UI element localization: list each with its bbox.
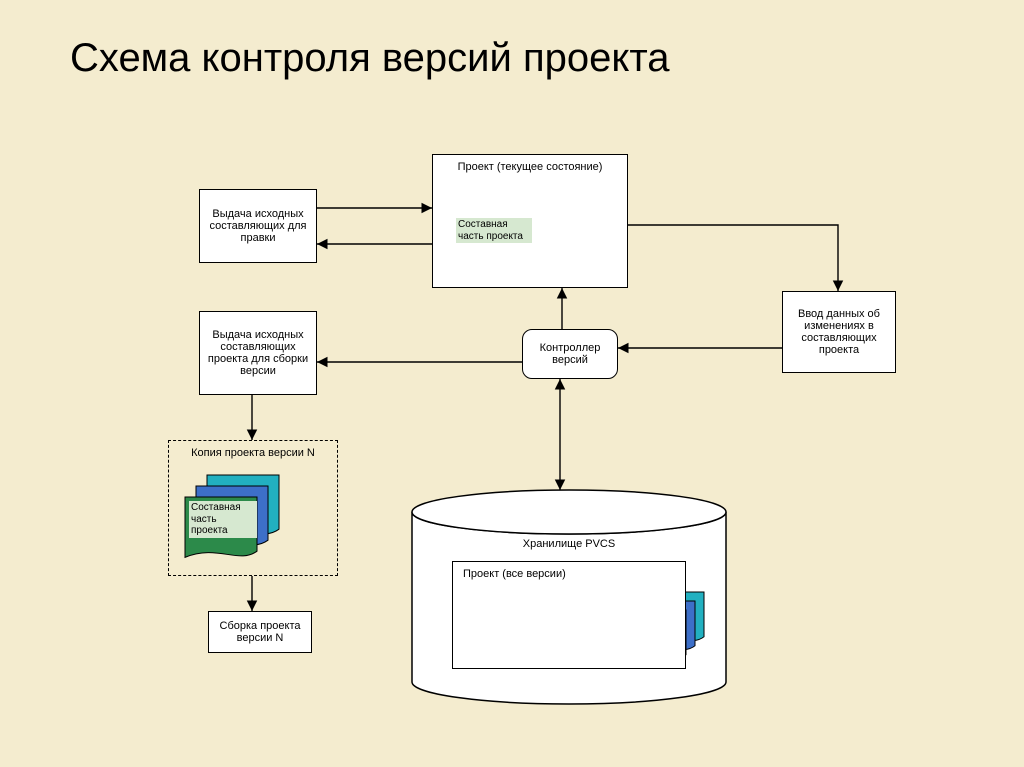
- node-box_build: Сборка проекта версии N: [208, 611, 312, 653]
- node-box_input-label: Ввод данных об изменениях в составляющих…: [787, 308, 891, 356]
- node-box_input: Ввод данных об изменениях в составляющих…: [782, 291, 896, 373]
- node-box_edit: Выдача исходных составляющих для правки: [199, 189, 317, 263]
- node-proj_all_frame-title: Проект (все версии): [457, 568, 681, 580]
- doc-stack-cur-label: Составная часть проекта: [456, 218, 532, 243]
- node-box_edit-label: Выдача исходных составляющих для правки: [204, 208, 312, 244]
- node-box_build-label: Сборка проекта версии N: [213, 620, 307, 644]
- node-box_build_src-label: Выдача исходных составляющих проекта для…: [204, 329, 312, 377]
- slide-title: Схема контроля версий проекта: [70, 36, 669, 81]
- node-box_ctrl: Контроллер версий: [522, 329, 618, 379]
- node-copy_frame-title: Копия проекта версии N: [173, 447, 333, 459]
- edge-2: [628, 225, 838, 291]
- db-label: Хранилище PVCS: [412, 538, 726, 550]
- node-box_build_src: Выдача исходных составляющих проекта для…: [199, 311, 317, 395]
- doc-stack-copy-label: Составная часть проекта: [189, 501, 257, 538]
- node-box_ctrl-label: Контроллер версий: [527, 342, 613, 366]
- node-proj_all_frame: Проект (все версии): [452, 561, 686, 669]
- slide-root: Схема контроля версий проекта Хранилище P…: [0, 0, 1024, 767]
- node-proj_cur_frame-title: Проект (текущее состояние): [437, 161, 623, 173]
